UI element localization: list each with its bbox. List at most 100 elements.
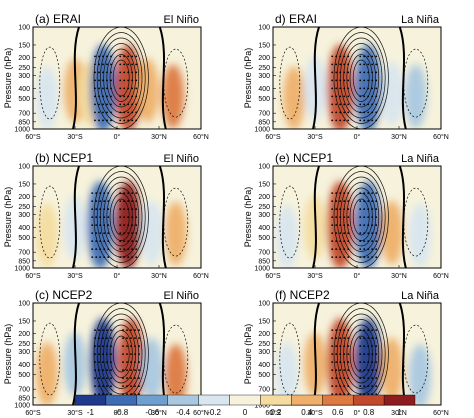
stipple-dot <box>347 353 350 356</box>
stipple-dot <box>119 103 122 106</box>
stipple-dot <box>335 103 338 106</box>
colorbar-tick-label: -0.2 <box>207 408 221 417</box>
stipple-dot <box>335 329 338 332</box>
stipple-dot <box>94 71 96 74</box>
stipple-dot <box>371 71 374 74</box>
y-tick-label: 1000 <box>254 127 270 134</box>
x-tick-label: 60°S <box>265 409 281 417</box>
stipple-dot <box>123 200 126 203</box>
stipple-dot <box>127 208 130 211</box>
stipple-dot <box>375 232 378 235</box>
stipple-dot <box>343 192 346 195</box>
y-tick-label: 1000 <box>14 266 30 273</box>
stipple-dot <box>127 87 130 90</box>
contour-line <box>39 322 61 396</box>
stipple-dot <box>367 119 370 122</box>
stipple-dot <box>123 111 126 114</box>
stipple-dot <box>131 111 134 114</box>
stipple-dot <box>135 256 138 259</box>
stipple-dot <box>339 55 342 58</box>
stipple-dot <box>343 385 346 388</box>
panel-label: (f) NCEP2 <box>275 288 330 302</box>
stipple-dot <box>347 103 350 106</box>
stipple-dot <box>131 200 134 203</box>
stipple-dot <box>347 216 350 219</box>
stipple-dot <box>127 111 130 114</box>
stipple-dot <box>339 71 342 74</box>
stipple-dot <box>106 345 108 348</box>
stipple-dot <box>359 208 362 211</box>
stipple-dot <box>335 87 338 90</box>
stipple-dot <box>339 337 342 340</box>
shading-feature-4 <box>381 337 403 402</box>
stipple-dot <box>98 345 100 348</box>
stipple-dot <box>126 337 128 340</box>
stipple-dot <box>106 87 108 90</box>
stipple-dot <box>347 63 350 66</box>
stipple-dot <box>95 224 98 227</box>
contour-line <box>100 37 143 119</box>
stipple-dot <box>102 329 104 332</box>
stipple-dot <box>343 111 346 114</box>
x-tick-label: 0° <box>354 272 361 280</box>
stipple-dot <box>375 393 378 396</box>
stipple-dot <box>134 337 136 340</box>
stipple-dot <box>371 240 374 243</box>
stipple-dot <box>103 232 106 235</box>
stipple-dot <box>331 385 334 388</box>
y-tick-label: 150 <box>18 181 30 188</box>
contour-line <box>352 335 370 373</box>
colorbar-swatch <box>198 394 230 406</box>
stipple-dot <box>335 240 338 243</box>
shading-feature-4 <box>381 61 403 126</box>
stipple-dot <box>103 208 106 211</box>
stipple-dot <box>339 224 342 227</box>
stipple-dot <box>127 192 130 195</box>
stipple-dot <box>110 337 112 340</box>
stipple-dot <box>106 377 108 380</box>
colorbar-swatch <box>352 394 385 406</box>
y-tick-label: 300 <box>18 349 30 356</box>
stipple-dot <box>375 95 378 98</box>
stipple-dot <box>371 95 374 98</box>
colorbar-swatch <box>291 394 323 406</box>
colorbar-tick-label: -0.4 <box>176 408 190 417</box>
stipple-dot <box>94 393 96 396</box>
stipple-dot <box>135 95 138 98</box>
stipple-dot <box>343 71 346 74</box>
stipple-dot <box>106 385 108 388</box>
stipple-dot <box>98 63 100 66</box>
y-tick-label: 700 <box>18 250 30 257</box>
stipple-dot <box>335 119 338 122</box>
stipple-dot <box>343 55 346 58</box>
stipple-dot <box>135 79 138 82</box>
stipple-dot <box>123 71 126 74</box>
stipple-dot <box>110 63 112 66</box>
contours <box>333 27 389 129</box>
y-tick-label: 250 <box>18 204 30 211</box>
stipple-dot <box>98 329 100 332</box>
stipple-dot <box>339 353 342 356</box>
stipple-dot <box>134 353 136 356</box>
stipple-dot <box>134 377 136 380</box>
stipple-dot <box>359 256 362 259</box>
stipple-dot <box>331 87 334 90</box>
y-axis-label: Pressure (hPa) <box>243 187 253 248</box>
stipple-dot <box>331 224 334 227</box>
contour-line <box>336 32 386 124</box>
stipple-dot <box>363 385 366 388</box>
stipple-dot <box>94 111 96 114</box>
stippling <box>331 55 378 122</box>
x-tick-label: 0° <box>114 409 121 417</box>
contour-line <box>106 48 136 108</box>
stipple-dot <box>130 353 132 356</box>
zero-line-south <box>312 166 320 268</box>
stipple-dot <box>135 192 138 195</box>
stipple-dot <box>367 329 370 332</box>
contour-line <box>333 303 389 405</box>
stipple-dot <box>123 103 126 106</box>
stipple-dot <box>339 87 342 90</box>
stipple-dot <box>131 192 134 195</box>
